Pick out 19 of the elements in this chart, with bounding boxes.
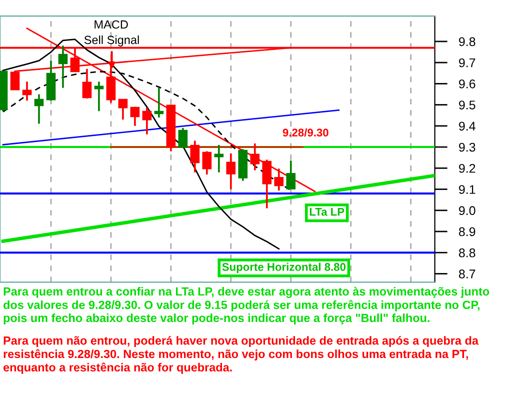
series-label: LTa LP xyxy=(310,208,344,216)
y-tick-label: 9.6 xyxy=(459,79,476,88)
series-label: 9.28/9.30 xyxy=(282,128,328,137)
ref-line-label: Suporte Horizontal 8.80 xyxy=(222,262,346,274)
y-tick-label: 9.0 xyxy=(459,206,476,216)
y-tick-label: 8.9 xyxy=(458,227,476,236)
y-tick-label: 9.8 xyxy=(459,37,476,46)
text: Para quem entrou a confiar na LTa LP, deve estar agora atento às movimentações junto dos valores de 9.28/9.30. O valor de 9.15 poderá ser uma referência importante no CP, pois um fecho abaixo deste valor pode-nos indicar que a força "Bull" falhou. xyxy=(4,286,490,324)
series-label: MACD xyxy=(94,20,128,29)
y-tick-label: 9.3 xyxy=(459,142,476,152)
text: Para quem não entrou, poderá haver nova oportunidade de entrada após a quebra da resistência 9.28/9.30. Neste momento, não vejo com bons olhos uma entrada na PT, enquanto a resistência não for quebrada. xyxy=(3,336,479,374)
y-tick-label: 9.4 xyxy=(459,122,476,131)
y-tick-label: 9.5 xyxy=(459,100,476,110)
y-tick-label: 9.7 xyxy=(459,58,476,68)
annotation: Sell Signal xyxy=(84,35,139,46)
y-tick-label: 9.1 xyxy=(459,185,476,194)
y-tick-label: 9.2 xyxy=(459,164,476,173)
y-tick-label: 8.8 xyxy=(458,248,476,258)
y-tick-label: 8.7 xyxy=(458,270,476,278)
